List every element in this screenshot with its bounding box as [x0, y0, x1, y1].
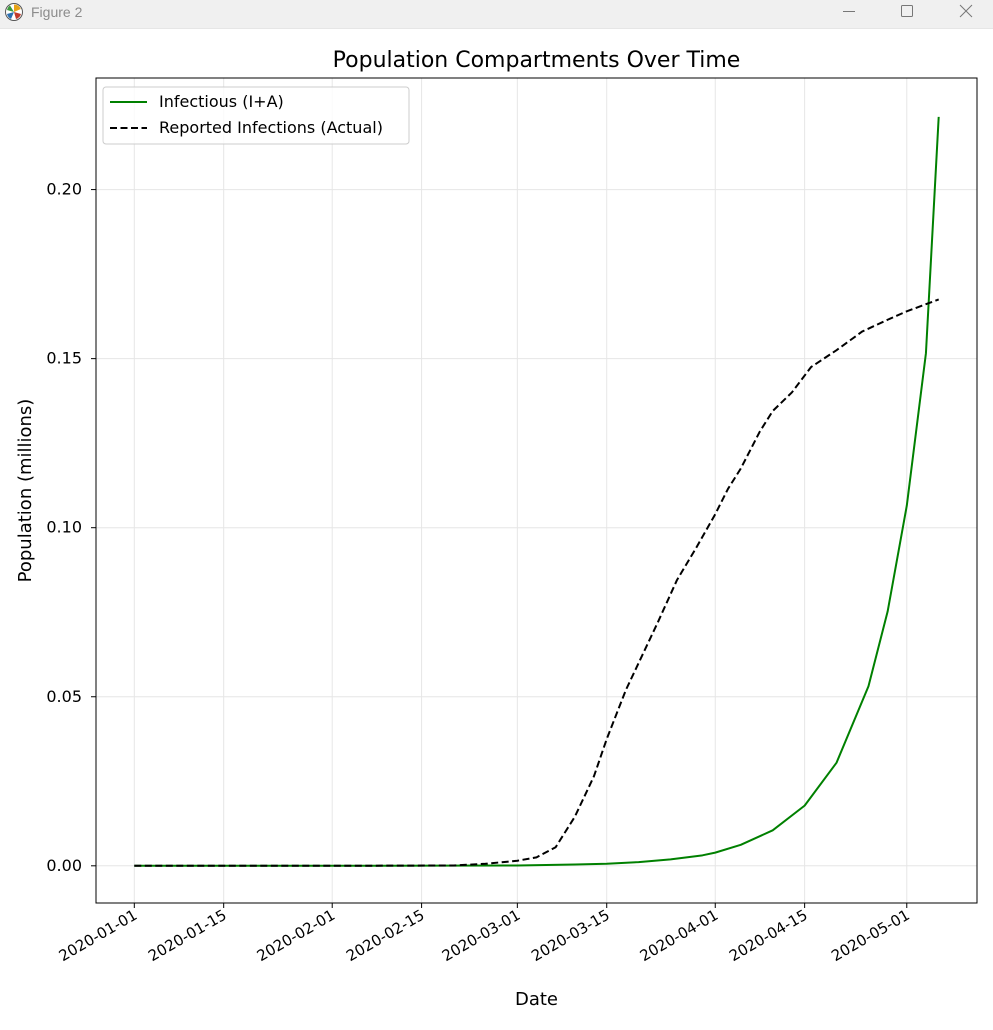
close-icon — [959, 4, 973, 18]
legend-label-reported: Reported Infections (Actual) — [159, 118, 383, 137]
y-axis-ticks: 0.00 0.05 0.10 0.15 0.20 — [46, 180, 96, 875]
x-axis-label: Date — [515, 989, 558, 1010]
y-axis-label: Population (millions) — [15, 399, 36, 583]
x-tick-label: 2020-04-15 — [726, 906, 811, 965]
y-tick-label: 0.10 — [46, 518, 82, 537]
title-bar[interactable]: Figure 2 — [0, 0, 993, 29]
x-tick-label: 2020-01-01 — [56, 906, 141, 965]
x-tick-label: 2020-01-15 — [145, 906, 230, 965]
y-tick-label: 0.20 — [46, 180, 82, 199]
series-line-infectious — [134, 116, 940, 867]
x-tick-label: 2020-02-15 — [343, 906, 428, 965]
y-tick-label: 0.15 — [46, 349, 82, 368]
grid-lines — [96, 78, 977, 903]
minimize-button[interactable] — [826, 0, 872, 28]
x-tick-label: 2020-05-01 — [828, 906, 913, 965]
line-chart: 2020-01-01 2020-01-15 2020-02-01 2020-02-15… — [15, 48, 978, 1010]
minimize-icon — [843, 11, 855, 12]
chart-title: Population Compartments Over Time — [333, 48, 741, 73]
window-title: Figure 2 — [31, 4, 83, 20]
close-button[interactable] — [942, 0, 988, 28]
x-tick-label: 2020-02-01 — [254, 906, 339, 965]
maximize-button[interactable] — [884, 0, 930, 28]
maximize-icon — [901, 5, 913, 17]
matplotlib-app-icon — [5, 3, 23, 21]
axes-frame — [95, 77, 978, 904]
x-tick-label: 2020-03-01 — [439, 906, 524, 965]
legend: Infectious (I+A) Reported Infections (Ac… — [102, 86, 410, 145]
y-tick-label: 0.00 — [46, 856, 82, 875]
series-line-reported — [134, 298, 940, 867]
x-tick-label: 2020-03-15 — [528, 906, 613, 965]
x-tick-label: 2020-04-01 — [637, 906, 722, 965]
legend-box — [102, 86, 410, 145]
y-tick-label: 0.05 — [46, 687, 82, 706]
x-axis-ticks: 2020-01-01 2020-01-15 2020-02-01 2020-02-15… — [56, 903, 913, 965]
figure-canvas: 2020-01-01 2020-01-15 2020-02-01 2020-02-15… — [0, 29, 993, 1030]
legend-label-infectious: Infectious (I+A) — [159, 92, 284, 111]
series-lines — [134, 116, 940, 867]
